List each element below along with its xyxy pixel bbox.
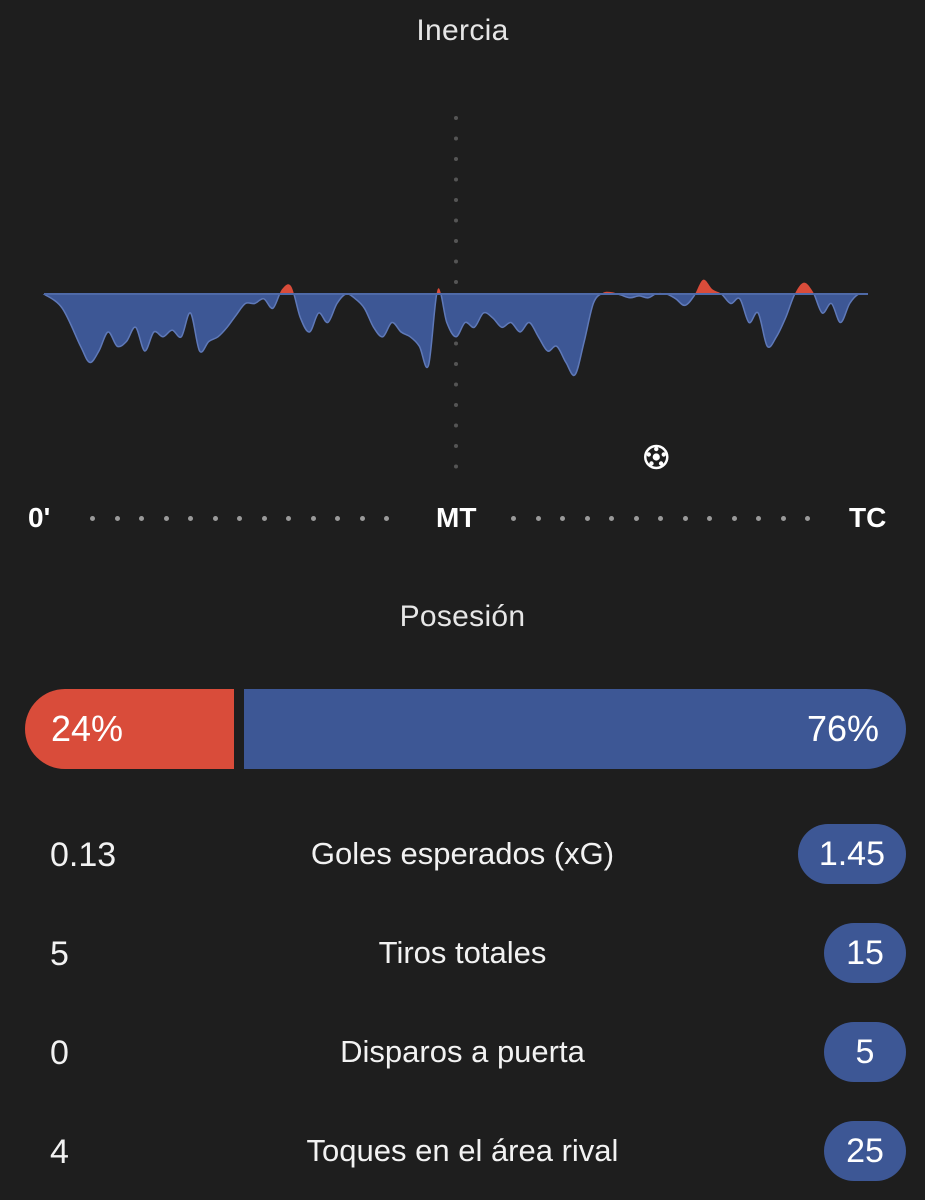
timeline-dot xyxy=(805,516,810,521)
match-timeline: 0' MT TC xyxy=(0,500,925,540)
halftime-guide-dot xyxy=(454,382,458,387)
timeline-dot xyxy=(139,516,144,521)
stat-home-value: 5 xyxy=(50,935,69,973)
stat-away-badge: 15 xyxy=(824,923,906,983)
timeline-dot xyxy=(213,516,218,521)
soccer-ball-icon xyxy=(644,444,669,470)
timeline-dot xyxy=(609,516,614,521)
possession-away-value: 76% xyxy=(806,708,879,749)
timeline-dot xyxy=(585,516,590,521)
momentum-chart xyxy=(42,116,868,470)
halftime-guide-dot xyxy=(454,239,458,243)
halftime-guide-dot xyxy=(454,177,458,182)
halftime-guide-dot xyxy=(454,259,458,264)
timeline-dot xyxy=(286,516,291,521)
halftime-guide-dot xyxy=(454,157,458,161)
timeline-dot xyxy=(237,516,242,521)
possession-bar: 24% 76% xyxy=(25,689,906,769)
timeline-dot xyxy=(384,516,389,521)
possession-title: Posesión xyxy=(399,600,526,633)
stat-away-badge: 1.45 xyxy=(797,824,906,884)
halftime-guide-dot xyxy=(454,218,458,223)
timeline-dot xyxy=(560,516,565,521)
stat-label: Tiros totales xyxy=(378,935,547,970)
momentum-title: Inercia xyxy=(416,14,509,47)
stat-label: Disparos a puerta xyxy=(340,1034,585,1069)
timeline-dot xyxy=(511,516,516,521)
timeline-dot xyxy=(188,516,193,521)
halftime-guide-dot xyxy=(454,116,458,120)
timeline-dot xyxy=(536,516,541,521)
stat-home-value: 0.13 xyxy=(50,836,117,874)
stat-row-touches-in-box: 4 Toques en el área rival 25 xyxy=(0,1121,925,1181)
timeline-dot xyxy=(115,516,120,521)
halftime-guide-dot xyxy=(454,464,458,469)
halftime-guide-dot xyxy=(454,444,458,448)
momentum-home-area xyxy=(44,279,868,294)
stat-away-badge: 5 xyxy=(824,1022,906,1082)
timeline-dot xyxy=(756,516,761,521)
halftime-guide-dot xyxy=(454,341,458,346)
stat-row-shots-on-target: 0 Disparos a puerta 5 xyxy=(0,1022,925,1082)
timeline-dot xyxy=(90,516,95,521)
halftime-guide-dot xyxy=(454,403,458,407)
possession-home-value: 24% xyxy=(51,708,124,749)
stat-row-total-shots: 5 Tiros totales 15 xyxy=(0,923,925,983)
stat-label: Toques en el área rival xyxy=(306,1133,619,1168)
timeline-dot xyxy=(335,516,340,521)
timeline-dot xyxy=(732,516,737,521)
timeline-dot xyxy=(658,516,663,521)
timeline-dot xyxy=(164,516,169,521)
possession-home-segment: 24% xyxy=(25,689,234,769)
stat-home-value: 4 xyxy=(50,1133,69,1171)
timeline-dot xyxy=(634,516,639,521)
stat-home-value: 0 xyxy=(50,1034,69,1072)
halftime-guide-dot xyxy=(454,198,458,202)
stat-label: Goles esperados (xG) xyxy=(310,836,615,871)
timeline-dot xyxy=(781,516,786,521)
timeline-fulltime-label: TC xyxy=(849,502,887,533)
timeline-halftime-label: MT xyxy=(436,502,477,533)
stat-row-xg: 0.13 Goles esperados (xG) 1.45 xyxy=(0,824,925,884)
timeline-start-label: 0' xyxy=(28,502,51,533)
timeline-dot xyxy=(311,516,316,521)
halftime-guide-dot xyxy=(454,362,458,366)
timeline-dot xyxy=(262,516,267,521)
possession-away-segment: 76% xyxy=(244,689,906,769)
halftime-guide-dot xyxy=(454,423,458,428)
timeline-dot xyxy=(707,516,712,521)
timeline-dot xyxy=(683,516,688,521)
halftime-guide-dot xyxy=(454,280,458,284)
momentum-away-area xyxy=(42,294,868,377)
halftime-guide-dot xyxy=(454,136,458,141)
timeline-dot xyxy=(360,516,365,521)
stat-away-badge: 25 xyxy=(824,1121,906,1181)
